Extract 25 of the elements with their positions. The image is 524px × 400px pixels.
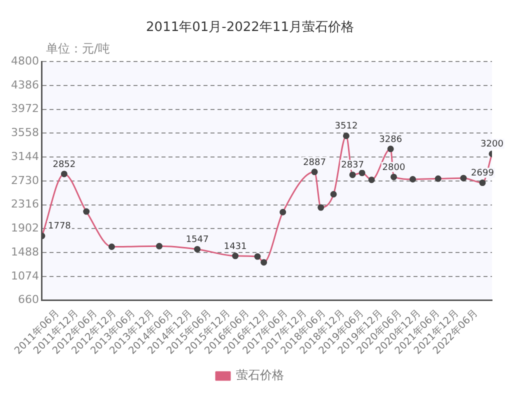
y-tick-label: 1902 <box>10 222 39 235</box>
data-label: 1778 <box>48 222 72 232</box>
data-label: 3200 <box>480 140 504 150</box>
data-label: 2837 <box>341 160 364 171</box>
data-label: 2699 <box>471 168 494 179</box>
data-label: 2887 <box>303 158 326 168</box>
y-tick-label: 660 <box>18 293 39 306</box>
data-label: 3512 <box>334 122 358 132</box>
data-label: 1431 <box>224 242 247 252</box>
y-tick-label: 1488 <box>10 245 39 258</box>
legend-label: 萤石价格 <box>236 368 284 382</box>
y-tick-label: 4386 <box>10 78 39 92</box>
data-label: 1547 <box>186 235 209 246</box>
y-tick-label: 4800 <box>10 54 39 68</box>
y-tick-label: 3972 <box>10 102 39 116</box>
y-tick-label: 3144 <box>10 150 39 163</box>
y-tick-label: 3558 <box>10 126 39 140</box>
data-label: 2852 <box>52 160 76 170</box>
data-label: 2800 <box>382 162 406 173</box>
y-axis-title: 单位：元/吨 <box>46 42 110 56</box>
y-tick-label: 2316 <box>10 198 39 211</box>
data-label: 3286 <box>379 134 402 145</box>
y-tick-label: 2730 <box>10 174 39 187</box>
chart-title: 2011年01月-2022年11月萤石价格 <box>146 20 354 36</box>
y-tick-label: 1074 <box>10 269 39 282</box>
